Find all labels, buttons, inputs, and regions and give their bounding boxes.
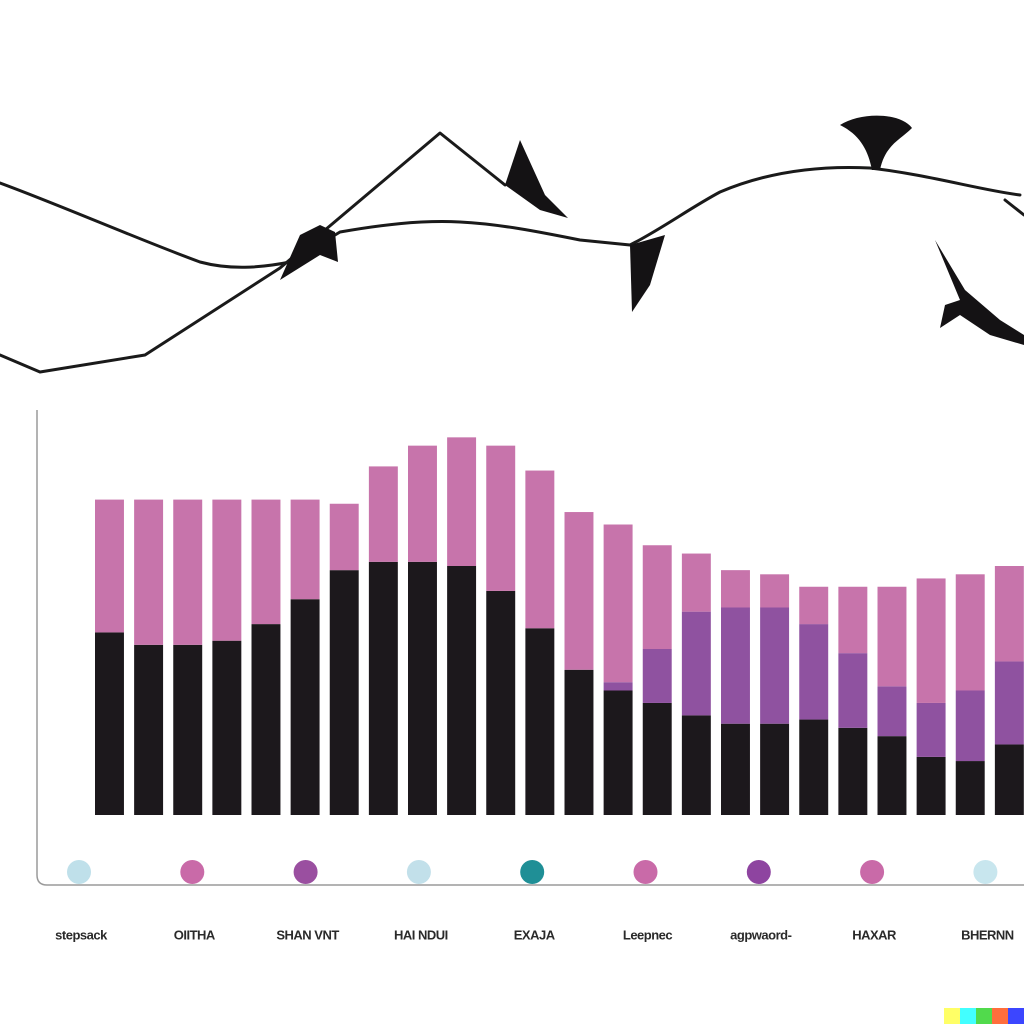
bar-segment [799, 586, 829, 625]
watermark [944, 1008, 1024, 1024]
bar-segment [486, 445, 516, 591]
bar-segment [642, 702, 672, 815]
bar-segment [877, 736, 907, 815]
bar-segment [408, 445, 437, 562]
legend-label: SHAN VNT [276, 927, 339, 942]
legend-label: EXAJA [514, 927, 556, 942]
ridge-line [1003, 198, 1024, 217]
bar-segment [408, 561, 437, 815]
legend-label: Leepnec [623, 927, 673, 942]
bar-segment [173, 644, 203, 815]
bar-segment [368, 466, 398, 562]
bar-segment [838, 727, 868, 815]
swatch [1008, 1008, 1024, 1024]
bar-segment [95, 499, 124, 633]
bird [630, 235, 665, 312]
bar-segment [760, 723, 790, 815]
legend-dot [180, 860, 205, 884]
bar-segment [721, 723, 750, 815]
bar-segment [721, 607, 750, 724]
bar-segment [134, 499, 164, 645]
bar-segment [681, 611, 711, 716]
markers: stepsack OIITHA SHAN VNT HAI NDUI EXAJA Leepn… [55, 860, 1014, 942]
legend-dot [293, 860, 318, 884]
bar-segment [994, 744, 1024, 815]
bar-segment [916, 702, 946, 757]
swatch [976, 1008, 992, 1024]
bar-segment [994, 566, 1024, 662]
bar-segment [525, 470, 555, 629]
bar-segment [760, 607, 790, 724]
ridge-line [0, 166, 1022, 269]
swatch [960, 1008, 976, 1024]
bar-segment [95, 632, 124, 815]
bar-segment [642, 545, 672, 649]
bar-segment [838, 586, 868, 654]
legend-dot [520, 860, 545, 884]
bar-segment [564, 512, 594, 670]
bar-segment [603, 690, 633, 815]
legend-label: stepsack [55, 927, 108, 942]
bar-segment [877, 586, 907, 687]
bird [280, 225, 338, 280]
bar-segment [212, 499, 242, 641]
bar-segment [955, 761, 985, 815]
legend-dot [633, 860, 658, 884]
legend-dot [746, 860, 771, 884]
bar-segment [994, 661, 1024, 745]
ridge-line [0, 131, 507, 374]
bar-segment [681, 715, 711, 815]
bar-segment [760, 574, 790, 608]
bar-segment [681, 553, 711, 612]
legend-dot [406, 860, 431, 884]
bars [95, 437, 1024, 815]
swatch [944, 1008, 960, 1024]
bar-segment [251, 624, 281, 815]
bar-segment [603, 682, 633, 691]
legend-dot [67, 860, 91, 884]
bar-segment [838, 653, 868, 728]
bird [840, 115, 912, 170]
bar-segment [290, 499, 320, 600]
bar-segment [447, 566, 477, 815]
bar-segment [799, 719, 829, 815]
birds [280, 115, 1024, 345]
bar-segment [877, 686, 907, 737]
bar-segment [799, 624, 829, 720]
bar-segment [290, 599, 320, 815]
bar-segment [603, 524, 633, 683]
legend-dot [973, 860, 998, 884]
bar-segment [916, 756, 946, 815]
bar-segment [916, 578, 946, 703]
bird [505, 140, 568, 218]
mountain-sketch [0, 131, 1024, 374]
bar-segment [955, 574, 985, 691]
bar-segment [329, 503, 359, 571]
legend-dot [860, 860, 885, 884]
bar-segment [721, 570, 750, 608]
bar-segment [251, 499, 281, 625]
legend-label: BHERNN [961, 927, 1014, 942]
legend-label: HAI NDUI [394, 927, 448, 942]
bar-segment [212, 640, 242, 815]
frame [36, 410, 1024, 886]
legend-label: OIITHA [174, 927, 216, 942]
bar-segment [955, 690, 985, 762]
legend-label: HAXAR [852, 927, 897, 942]
bar-segment [642, 649, 672, 703]
legend-label: agpwaord- [730, 927, 791, 942]
bird [935, 240, 1024, 345]
bar-segment [173, 499, 203, 645]
bar-segment [329, 570, 359, 815]
bar-segment [368, 561, 398, 815]
swatch [992, 1008, 1008, 1024]
bar-segment [525, 628, 555, 815]
bar-segment [486, 590, 516, 815]
bar-segment [564, 669, 594, 815]
bar-segment [134, 644, 164, 815]
bar-segment [447, 437, 477, 566]
